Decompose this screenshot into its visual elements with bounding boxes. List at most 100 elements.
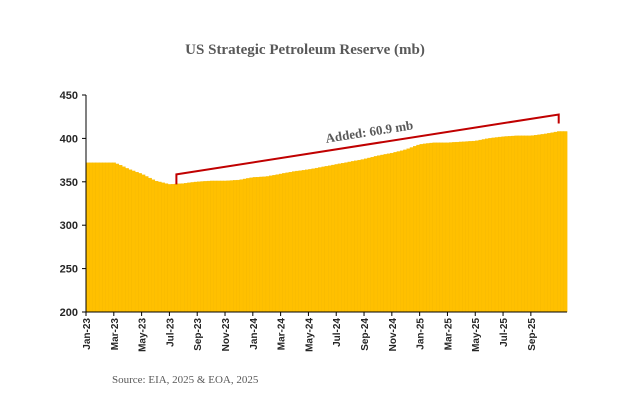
bar	[318, 167, 322, 313]
bar	[112, 162, 116, 313]
bar	[455, 141, 460, 313]
bar	[373, 156, 378, 313]
bar	[161, 182, 165, 313]
bar	[534, 135, 538, 313]
bar	[314, 167, 319, 313]
bar	[174, 183, 178, 313]
bar	[396, 151, 401, 313]
bar	[399, 150, 404, 313]
bar	[167, 184, 172, 313]
bar	[393, 152, 398, 313]
bar	[285, 172, 290, 313]
bar	[517, 135, 522, 313]
bar	[291, 171, 296, 313]
bar	[406, 148, 411, 313]
bar	[491, 137, 496, 313]
bar	[193, 181, 198, 313]
bar	[386, 153, 391, 313]
bar	[138, 173, 142, 313]
bar	[347, 161, 352, 313]
bar	[357, 159, 362, 313]
annotation-label: Added: 60.9 mb	[324, 117, 414, 146]
bar	[154, 180, 159, 313]
bar	[295, 170, 300, 313]
bar	[206, 180, 211, 313]
bar	[481, 139, 486, 313]
bar	[363, 158, 368, 313]
bar	[367, 157, 372, 313]
bar	[409, 147, 414, 313]
bar	[308, 169, 313, 313]
bar	[187, 182, 192, 313]
bar	[488, 138, 493, 313]
bar	[102, 162, 106, 313]
bar	[131, 170, 136, 313]
bar	[305, 169, 309, 313]
bar	[543, 133, 548, 313]
bar	[471, 140, 476, 313]
bar	[95, 162, 100, 313]
bar	[115, 163, 120, 313]
bar	[118, 165, 123, 313]
bar	[377, 155, 381, 313]
bar	[255, 176, 260, 313]
bar	[246, 178, 250, 313]
bar	[278, 173, 283, 313]
bar	[177, 183, 182, 313]
bar	[511, 135, 515, 313]
source-note: Source: EIA, 2025 & EOA, 2025	[112, 374, 259, 386]
bar	[494, 137, 499, 313]
bar	[380, 154, 385, 313]
bar	[242, 178, 247, 313]
bar	[249, 177, 254, 313]
bar	[85, 162, 90, 313]
bar	[98, 162, 103, 313]
bar	[262, 176, 267, 313]
bar	[288, 171, 293, 313]
x-tick-label: Mar-24	[277, 318, 288, 351]
bar	[134, 172, 139, 313]
bar	[344, 162, 349, 313]
bar	[354, 160, 358, 313]
bar	[426, 143, 430, 313]
bar	[540, 134, 545, 313]
bar	[403, 149, 408, 313]
bar	[144, 176, 149, 313]
bar	[233, 180, 237, 313]
y-tick-label: 200	[60, 307, 78, 319]
x-tick-label: Nov-23	[221, 318, 232, 352]
bar	[413, 146, 417, 313]
y-tick-label: 350	[60, 177, 78, 189]
bar	[524, 135, 529, 313]
y-tick-label: 400	[60, 133, 78, 145]
x-axis-ticks: Jan-23 Mar-23 May-23 Jul-23 Sep-23 Nov-23 Jan-…	[82, 312, 538, 352]
bar	[485, 138, 489, 313]
bar	[547, 133, 551, 313]
bar	[350, 161, 355, 313]
bar	[184, 183, 188, 313]
bar	[341, 163, 345, 313]
bar	[442, 142, 447, 313]
bar	[89, 162, 93, 313]
bar	[370, 157, 375, 313]
bar	[465, 141, 470, 313]
bar	[530, 135, 535, 313]
bar	[164, 183, 169, 313]
bar	[507, 136, 512, 313]
bar	[432, 142, 437, 313]
bar	[458, 141, 463, 313]
bar	[301, 170, 306, 313]
bar	[553, 131, 558, 313]
bar	[501, 136, 506, 313]
chart-title: US Strategic Petroleum Reserve (mb)	[185, 42, 425, 58]
bar	[282, 173, 286, 313]
bar	[108, 162, 113, 313]
y-tick-label: 450	[60, 90, 78, 102]
x-tick-label: Mar-23	[110, 318, 121, 351]
axes	[85, 95, 567, 313]
bar	[527, 135, 532, 313]
bar	[422, 143, 427, 313]
bar	[498, 136, 502, 313]
bar	[269, 175, 273, 313]
